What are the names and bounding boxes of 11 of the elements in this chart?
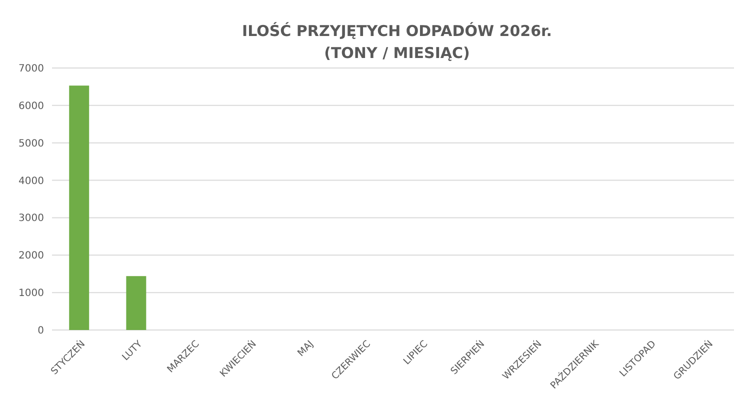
y-tick-label: 6000 [18, 100, 44, 112]
y-tick-label: 0 [38, 326, 44, 336]
y-tick-label: 1000 [18, 288, 44, 300]
y-tick-label: 3000 [18, 213, 44, 224]
chart-title: ILOŚĆ PRZYJĘTYCH ODPADÓW 2026r. [242, 22, 552, 40]
y-tick-label: 5000 [18, 138, 44, 150]
y-tick-label: 4000 [18, 176, 44, 187]
chart-subtitle: (TONY / MIESIĄC) [324, 44, 470, 62]
y-tick-label: 2000 [18, 250, 44, 262]
x-tick-label: MAJ [296, 338, 316, 359]
y-tick-label: 7000 [18, 64, 44, 74]
